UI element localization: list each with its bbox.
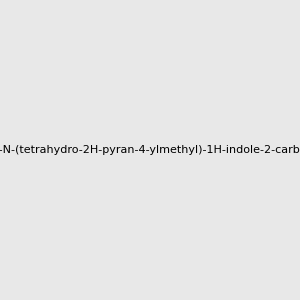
Text: 1-benzyl-N-(tetrahydro-2H-pyran-4-ylmethyl)-1H-indole-2-carboxamide: 1-benzyl-N-(tetrahydro-2H-pyran-4-ylmeth…: [0, 145, 300, 155]
